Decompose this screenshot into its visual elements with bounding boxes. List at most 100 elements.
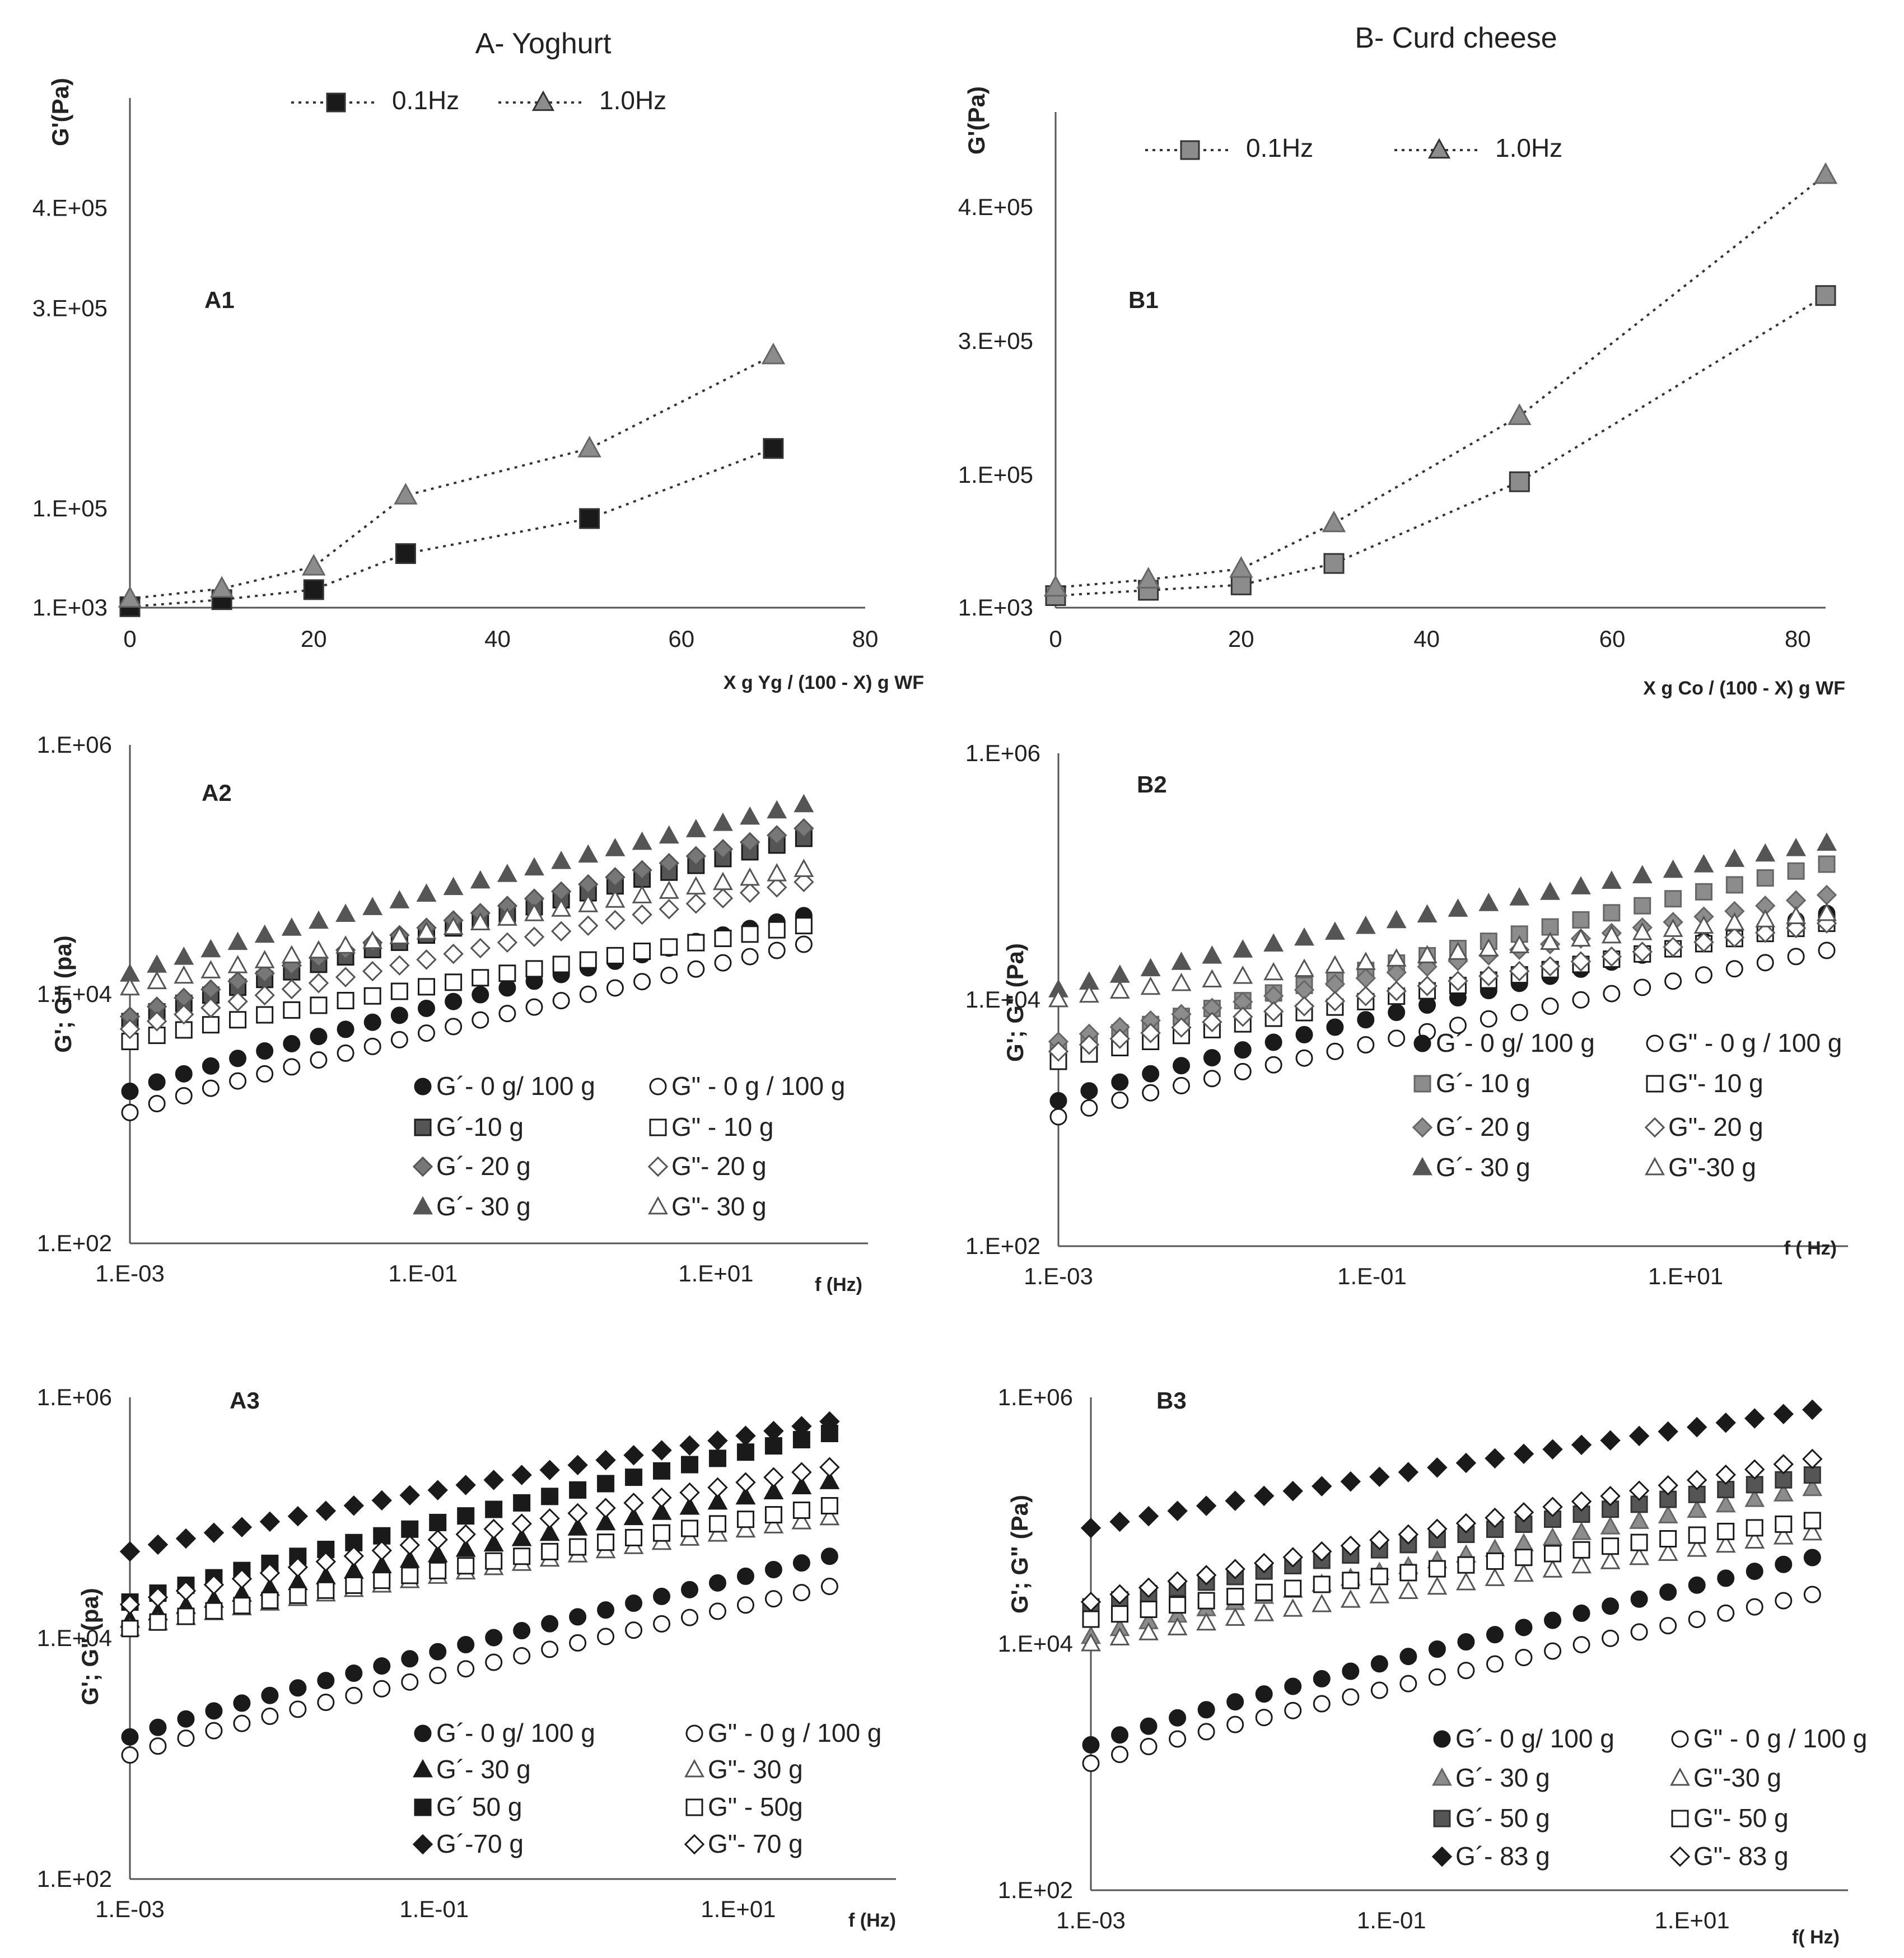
data-point-b3-0 xyxy=(1313,1670,1331,1687)
data-point-a3-1 xyxy=(233,1714,251,1732)
data-point-a3-6 xyxy=(735,1425,756,1446)
data-point-a2-4 xyxy=(767,825,787,846)
data-point-a2-6 xyxy=(389,890,410,908)
data-point-a2-3 xyxy=(768,921,786,939)
legend-marker xyxy=(414,1118,432,1136)
y-tick-label: 1.E+06 xyxy=(37,1384,112,1410)
data-point-b3-6 xyxy=(1600,1430,1621,1451)
data-point-b3-3 xyxy=(1138,1622,1159,1640)
data-point-a2-0 xyxy=(202,1057,220,1075)
data-point-a2-3 xyxy=(445,973,463,991)
data-point-a2-5 xyxy=(739,882,760,903)
data-point-a3-1 xyxy=(625,1621,643,1639)
data-point-a3-5 xyxy=(457,1557,475,1575)
legend-marker xyxy=(412,1156,433,1177)
data-point-a2-3 xyxy=(525,960,543,978)
data-point-b3-7 xyxy=(1398,1524,1419,1545)
panel-b1: B- Curd cheese G'(Pa) 1.E+03 1.E+05 3.E+05 4.… xyxy=(958,22,1845,699)
data-point xyxy=(1322,510,1346,533)
data-point-a2-7 xyxy=(389,926,410,944)
data-point-b3-3 xyxy=(1109,1627,1130,1645)
data-point-a3-7 xyxy=(259,1563,281,1583)
data-point-a2-3 xyxy=(390,982,408,1000)
data-point-b3-2 xyxy=(1600,1516,1621,1535)
data-point-b3-6 xyxy=(1658,1421,1678,1442)
data-point-a3-5 xyxy=(233,1597,251,1615)
data-point-b3-6 xyxy=(1369,1466,1390,1488)
data-point-b3-5 xyxy=(1226,1588,1244,1606)
data-point-a3-1 xyxy=(764,1590,782,1608)
legend-marker xyxy=(647,1156,669,1177)
legend-label: 0.1Hz xyxy=(392,86,459,115)
data-point-a2-4 xyxy=(794,818,814,839)
data-point-b3-3 xyxy=(1196,1612,1217,1631)
data-point-b2-6 xyxy=(1294,927,1314,946)
data-point-a2-1 xyxy=(660,966,678,984)
data-point-a3-0 xyxy=(764,1560,782,1578)
data-point-b3-7 xyxy=(1138,1577,1159,1598)
legend-marker xyxy=(1413,1034,1431,1052)
y-tick-label: 3.E+05 xyxy=(958,328,1033,354)
data-point-a2-6 xyxy=(281,917,302,936)
data-point-a2-4 xyxy=(632,860,652,880)
data-point-a3-4 xyxy=(653,1462,671,1480)
legend-marker xyxy=(413,1196,433,1215)
legend-label: G´- 0 g/ 100 g xyxy=(436,1071,595,1101)
data-point-a2-4 xyxy=(605,867,626,888)
data-point-b3-1 xyxy=(1255,1709,1273,1727)
data-point-a2-6 xyxy=(362,897,383,915)
data-point-b2-1 xyxy=(1388,1029,1406,1047)
data-point-a2-6 xyxy=(497,864,517,882)
data-point-a2-4 xyxy=(227,971,248,992)
y-tick-label: 1.E+02 xyxy=(37,1230,112,1256)
data-point-a3-1 xyxy=(569,1634,587,1652)
data-point-b2-7 xyxy=(1448,941,1468,960)
data-point-b3-6 xyxy=(1138,1505,1159,1527)
data-point-b2-7 xyxy=(1663,919,1683,937)
data-point-a3-0 xyxy=(345,1665,363,1682)
data-point-a2-6 xyxy=(254,924,275,943)
data-point-a3-2 xyxy=(763,1481,784,1500)
data-point-b3-0 xyxy=(1255,1685,1273,1703)
data-point-a3-5 xyxy=(261,1591,279,1609)
legend-label: G"- 70 g xyxy=(708,1829,803,1858)
data-point-b2-0 xyxy=(1326,1018,1344,1036)
legend-marker xyxy=(1644,1117,1665,1138)
data-point-a3-1 xyxy=(401,1673,419,1691)
data-point-a2-6 xyxy=(659,825,679,844)
data-point-a3-2 xyxy=(483,1533,504,1552)
data-point-a3-0 xyxy=(736,1567,754,1585)
data-point-b2-7 xyxy=(1571,928,1591,947)
data-point-b3-6 xyxy=(1398,1462,1419,1483)
data-point-a3-0 xyxy=(680,1581,698,1598)
data-point xyxy=(209,576,234,598)
data-point-b3-3 xyxy=(1427,1576,1448,1595)
data-point-a3-4 xyxy=(736,1443,754,1461)
data-point-a3-6 xyxy=(539,1460,560,1480)
data-point-a3-1 xyxy=(289,1700,307,1718)
data-point-a2-6 xyxy=(416,883,437,902)
data-point-a3-7 xyxy=(119,1594,141,1615)
data-point xyxy=(761,342,786,365)
y-tick-label: 1.E+04 xyxy=(998,1630,1073,1657)
data-point-b2-5 xyxy=(1448,971,1468,991)
data-point-b3-6 xyxy=(1773,1404,1794,1424)
data-point xyxy=(1508,403,1532,425)
data-point-a3-3 xyxy=(819,1507,840,1526)
data-point-b3-5 xyxy=(1197,1592,1215,1610)
legend-label: G´- 10 g xyxy=(1436,1069,1530,1098)
data-point-a3-5 xyxy=(569,1538,587,1556)
data-point-b3-0 xyxy=(1544,1611,1562,1629)
data-point-b2-1 xyxy=(1234,1062,1252,1080)
data-point-a3-1 xyxy=(513,1647,531,1665)
data-point-a2-5 xyxy=(200,997,221,1018)
x-tick-label: 1.E-03 xyxy=(1024,1263,1093,1289)
data-point-b3-0 xyxy=(1140,1717,1158,1735)
series-line-1.0Hz xyxy=(129,354,774,600)
data-point-a3-4 xyxy=(457,1507,475,1525)
data-point-b3-0 xyxy=(1111,1726,1129,1744)
data-point-b3-5 xyxy=(1399,1564,1417,1582)
data-point-a3-1 xyxy=(317,1694,335,1712)
data-point-a2-7 xyxy=(551,898,572,917)
data-point-a3-1 xyxy=(261,1707,279,1725)
